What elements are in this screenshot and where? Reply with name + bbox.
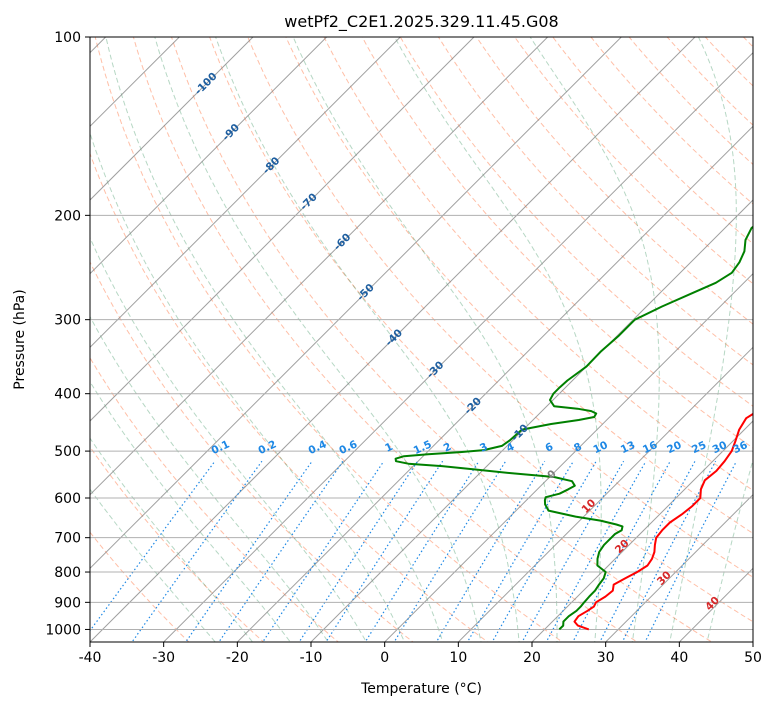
y-tick-label: 600 (54, 491, 81, 507)
isotherm-line (457, 346, 753, 642)
y-tick-label: 200 (54, 208, 81, 224)
isotherm-line (90, 37, 475, 422)
x-tick-label: 50 (744, 650, 762, 666)
mixing-ratio-label: 25 (690, 439, 708, 456)
mixing-ratio-label: 36 (731, 439, 749, 456)
dry-adiabat-line (90, 356, 340, 642)
y-tick-label: 300 (54, 313, 81, 329)
isotherm-line (90, 37, 402, 349)
mixing-ratio-line (621, 460, 717, 642)
x-tick-label: 10 (449, 650, 467, 666)
dry-adiabat-line (552, 37, 753, 245)
dry-adiabat-line (437, 37, 753, 366)
dry-adiabat-line (247, 37, 753, 578)
isotherm-line (90, 37, 623, 570)
isotherm-line (90, 37, 549, 496)
mixing-ratio-label: 6 (543, 441, 555, 455)
x-axis-title: Temperature (°C) (360, 681, 482, 697)
plot-background (90, 37, 753, 642)
x-tick-label: -40 (79, 650, 102, 666)
y-axis: 100 200 300 400 500 600 700 800 900 1000 (45, 30, 90, 638)
mixing-ratio-label: 1 (383, 441, 395, 455)
moist-adiabat-line (90, 437, 254, 642)
mixing-ratio-line (185, 460, 313, 642)
moist-adiabat-line (215, 37, 520, 642)
isotherm-line (90, 37, 254, 201)
mixing-ratio-label: 13 (619, 439, 637, 456)
x-tick-label: 0 (380, 650, 389, 666)
mixing-ratio-line (262, 460, 385, 642)
dry-adiabat-line (771, 26, 775, 654)
dry-adiabat-line (94, 37, 564, 642)
sounding-series (394, 225, 753, 631)
isotherm-line (90, 37, 696, 642)
x-tick-label: -20 (226, 650, 249, 666)
mixing-ratio-label: 10 (591, 439, 609, 456)
y-tick-label: 700 (54, 531, 81, 547)
mixing-ratio-label: 3 (478, 441, 490, 455)
mixing-ratio-label: 16 (641, 439, 659, 456)
mixing-ratio-line (218, 460, 344, 642)
dry-adiabat-line (90, 260, 414, 642)
mixing-ratio-line (131, 460, 263, 642)
moist-adiabat-line (669, 37, 737, 642)
dry-adiabat-line (628, 37, 753, 166)
x-tick-label: 40 (670, 650, 688, 666)
moist-adiabat-line (529, 37, 660, 642)
dry-adiabat-line (170, 37, 713, 642)
isotherm-line (162, 51, 753, 642)
y-tick-label: 400 (54, 387, 81, 403)
mixing-ratio-line (325, 460, 444, 642)
moist-adiabat-line (90, 315, 329, 642)
mixing-ratio-line (599, 460, 696, 642)
y-tick-label: 500 (54, 444, 81, 460)
mixing-ratio-label: 4 (505, 441, 517, 455)
dry-adiabat-line (209, 37, 753, 623)
background-reference-lines (90, 26, 775, 654)
mixing-ratio-label: 20 (665, 439, 683, 456)
dry-adiabat-line (475, 37, 753, 325)
x-tick-label: 20 (523, 650, 541, 666)
isotherm-line (90, 37, 328, 275)
mixing-ratio-label: 8 (572, 441, 584, 455)
mixing-ratio-label: 2 (442, 441, 454, 455)
isotherm-line (383, 272, 753, 642)
isotherm-line (236, 125, 753, 642)
mixing-ratio-line (572, 460, 671, 642)
isotherm-line (531, 420, 753, 642)
y-tick-label: 1000 (45, 622, 81, 638)
dry-adiabat-line (90, 152, 489, 642)
y-tick-label: 900 (54, 595, 81, 611)
y-tick-label: 100 (54, 30, 81, 46)
x-tick-label: -10 (300, 650, 323, 666)
mixing-ratio-line (298, 460, 419, 642)
dry-adiabat-line (323, 37, 753, 492)
plot-frame (89, 36, 754, 643)
temperature-profile-line (573, 412, 753, 631)
y-tick-label: 800 (54, 565, 81, 581)
mixing-ratio-line (393, 460, 507, 642)
plot-area: -100-90-80-70-60-50-40-30-20-10010203040… (89, 26, 775, 654)
x-tick-label: 30 (597, 650, 615, 666)
y-axis-title: Pressure (hPa) (12, 289, 28, 389)
mixing-ratio-line (364, 460, 480, 642)
dry-adiabat-line (132, 37, 638, 642)
x-axis: -40 -30 -20 -10 0 10 20 30 40 50 (79, 642, 762, 666)
mixing-ratio-line (435, 460, 546, 642)
x-tick-label: -30 (152, 650, 175, 666)
chart-title: wetPf2_C2E1.2025.329.11.45.G08 (284, 12, 558, 32)
mixing-ratio-label: 30 (711, 439, 729, 456)
isotherm-line (604, 493, 753, 642)
moist-adiabat-line (154, 37, 482, 642)
moist-adiabat-line (90, 380, 291, 642)
mixing-ratio-line (466, 460, 574, 642)
dewpoint-profile-line (394, 225, 753, 631)
pressure-gridlines (90, 37, 753, 630)
dry-adiabat-line (399, 37, 753, 407)
moist-adiabat-line (105, 37, 444, 642)
dry-adiabat-line (90, 446, 265, 642)
mixing-ratio-line (545, 460, 647, 642)
moist-adiabat-line (90, 488, 216, 642)
